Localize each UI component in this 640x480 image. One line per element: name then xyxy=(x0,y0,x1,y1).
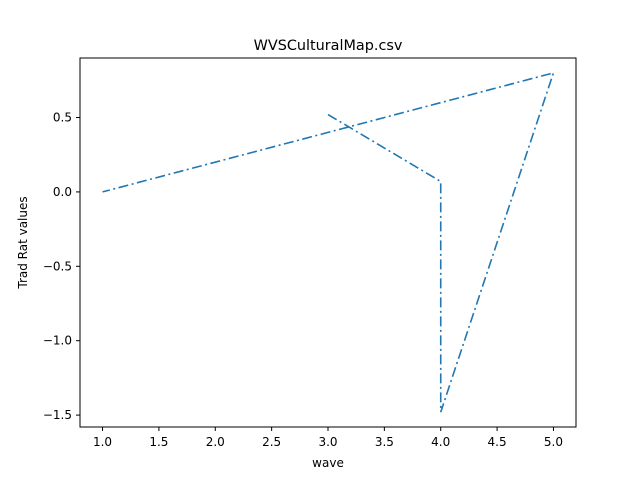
series-layer xyxy=(102,71,555,413)
x-axis-ticks: 1.0 1.5 2.0 2.5 3.0 3.5 4.0 4.5 5.0 xyxy=(93,427,563,449)
x-tick-label: 2.5 xyxy=(262,435,281,449)
chart-title: WVSCulturalMap.csv xyxy=(254,38,403,54)
y-tick-label: −1.0 xyxy=(43,334,72,348)
x-tick-label: 5.0 xyxy=(544,435,563,449)
x-axis-label: wave xyxy=(312,456,344,470)
x-tick-label: 4.0 xyxy=(431,435,450,449)
x-tick-label: 2.0 xyxy=(206,435,225,449)
x-tick-label: 3.0 xyxy=(318,435,337,449)
y-tick-label: −1.5 xyxy=(43,408,72,422)
y-axis-ticks: 0.5 0.0 −0.5 −1.0 −1.5 xyxy=(43,111,80,422)
y-tick-label: −0.5 xyxy=(43,259,72,273)
x-tick-label: 4.5 xyxy=(488,435,507,449)
x-tick-label: 3.5 xyxy=(375,435,394,449)
y-tick-label: 0.0 xyxy=(53,185,72,199)
x-tick-label: 1.0 xyxy=(93,435,112,449)
plot-area xyxy=(80,58,576,427)
series-line-1 xyxy=(102,71,555,413)
y-axis-label: Trad Rat values xyxy=(16,196,30,289)
y-tick-label: 0.5 xyxy=(53,111,72,125)
x-tick-label: 1.5 xyxy=(149,435,168,449)
